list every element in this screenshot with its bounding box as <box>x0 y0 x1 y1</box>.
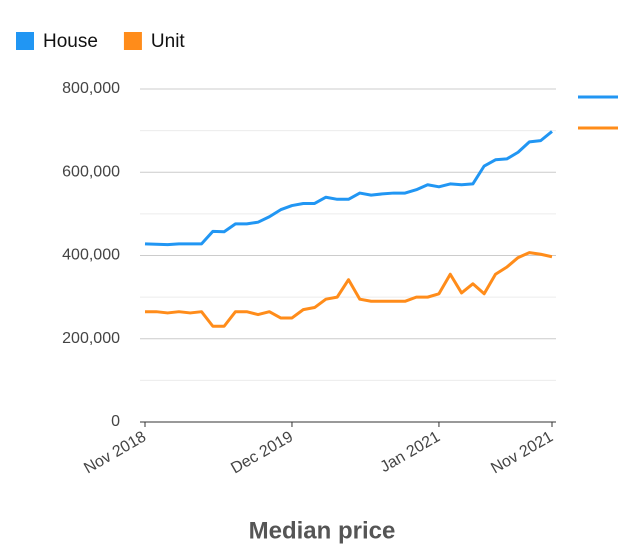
x-tick-label: Nov 2021 <box>488 428 556 477</box>
y-tick-label: 800,000 <box>62 80 120 97</box>
y-tick-label: 0 <box>111 413 120 430</box>
y-tick-label: 200,000 <box>62 330 120 347</box>
legend-label: House <box>43 31 98 52</box>
y-tick-label: 400,000 <box>62 247 120 264</box>
series-line <box>144 130 553 247</box>
chart-title: Median price <box>249 517 396 544</box>
y-tick-label: 600,000 <box>62 163 120 180</box>
legend-swatch <box>16 32 34 50</box>
legend-swatch <box>123 32 142 50</box>
x-tick-label: Dec 2019 <box>228 428 296 477</box>
x-tick-label: Nov 2018 <box>81 428 149 477</box>
legend-label: Unit <box>151 31 186 52</box>
x-tick-label: Jan 2021 <box>378 428 444 476</box>
series-line <box>145 251 553 328</box>
